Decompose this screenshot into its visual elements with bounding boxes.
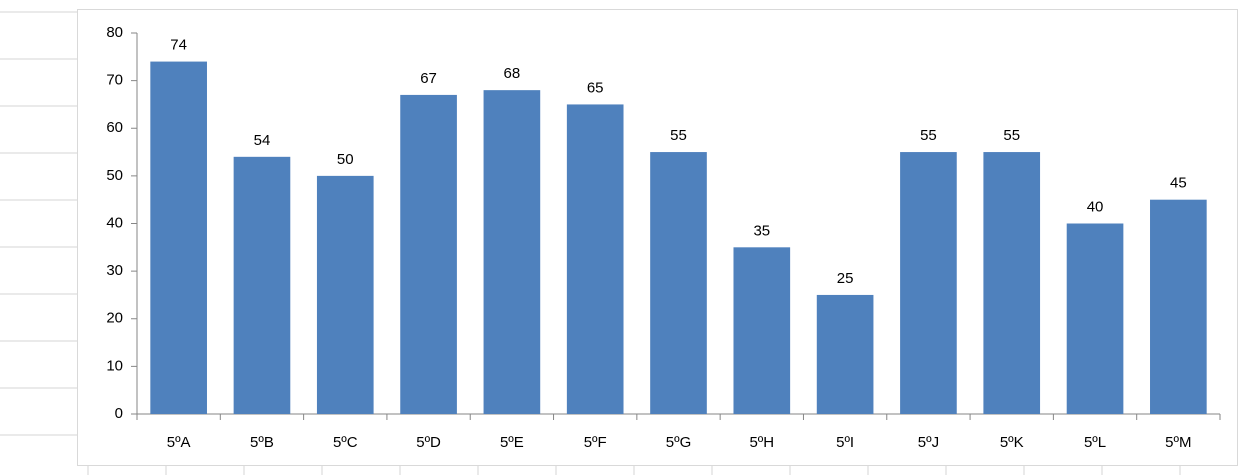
bar — [900, 152, 957, 414]
x-tick-label: 5ºE — [500, 434, 524, 451]
y-tick-label: 60 — [106, 119, 123, 136]
data-label: 67 — [420, 70, 437, 87]
data-label: 54 — [254, 132, 271, 149]
data-label: 68 — [504, 65, 521, 82]
data-label: 55 — [670, 127, 687, 144]
y-tick-label: 10 — [106, 357, 123, 374]
x-tick-label: 5ºA — [167, 434, 191, 451]
x-tick-label: 5ºK — [1000, 434, 1024, 451]
y-tick-label: 20 — [106, 310, 123, 327]
x-tick-label: 5ºM — [1165, 434, 1191, 451]
y-tick-label: 0 — [115, 405, 123, 422]
bar — [483, 90, 541, 415]
data-label: 74 — [170, 37, 187, 54]
x-tick-label: 5ºC — [333, 434, 358, 451]
bar — [816, 294, 874, 414]
bar — [233, 156, 291, 414]
x-tick-label: 5ºJ — [918, 434, 939, 451]
bar — [733, 247, 791, 414]
y-tick-label: 40 — [106, 214, 123, 231]
y-tick-label: 50 — [106, 167, 123, 184]
bar — [650, 152, 707, 414]
bar — [150, 61, 207, 414]
y-tick-label: 70 — [106, 72, 123, 89]
x-tick-label: 5ºH — [749, 434, 774, 451]
bar — [316, 175, 374, 414]
y-tick-label: 30 — [106, 262, 123, 279]
data-label: 35 — [753, 222, 770, 239]
bar — [983, 152, 1041, 414]
data-label: 50 — [337, 151, 354, 168]
x-tick-label: 5ºB — [250, 434, 274, 451]
x-tick-label: 5ºD — [416, 434, 441, 451]
bar — [566, 104, 624, 414]
x-tick-label: 5ºF — [584, 434, 607, 451]
x-tick-label: 5ºI — [836, 434, 854, 451]
bar — [400, 94, 457, 414]
bar — [1066, 223, 1124, 414]
data-label: 55 — [1003, 127, 1020, 144]
x-tick-label: 5ºG — [666, 434, 692, 451]
sheet-grid — [0, 11, 1181, 475]
data-label: 45 — [1170, 175, 1187, 192]
data-label: 55 — [920, 127, 937, 144]
data-label: 25 — [837, 270, 854, 287]
y-tick-label: 80 — [106, 24, 123, 41]
data-label: 65 — [587, 79, 604, 96]
data-label: 40 — [1087, 198, 1104, 215]
bar — [1150, 199, 1207, 414]
x-tick-label: 5ºL — [1084, 434, 1106, 451]
